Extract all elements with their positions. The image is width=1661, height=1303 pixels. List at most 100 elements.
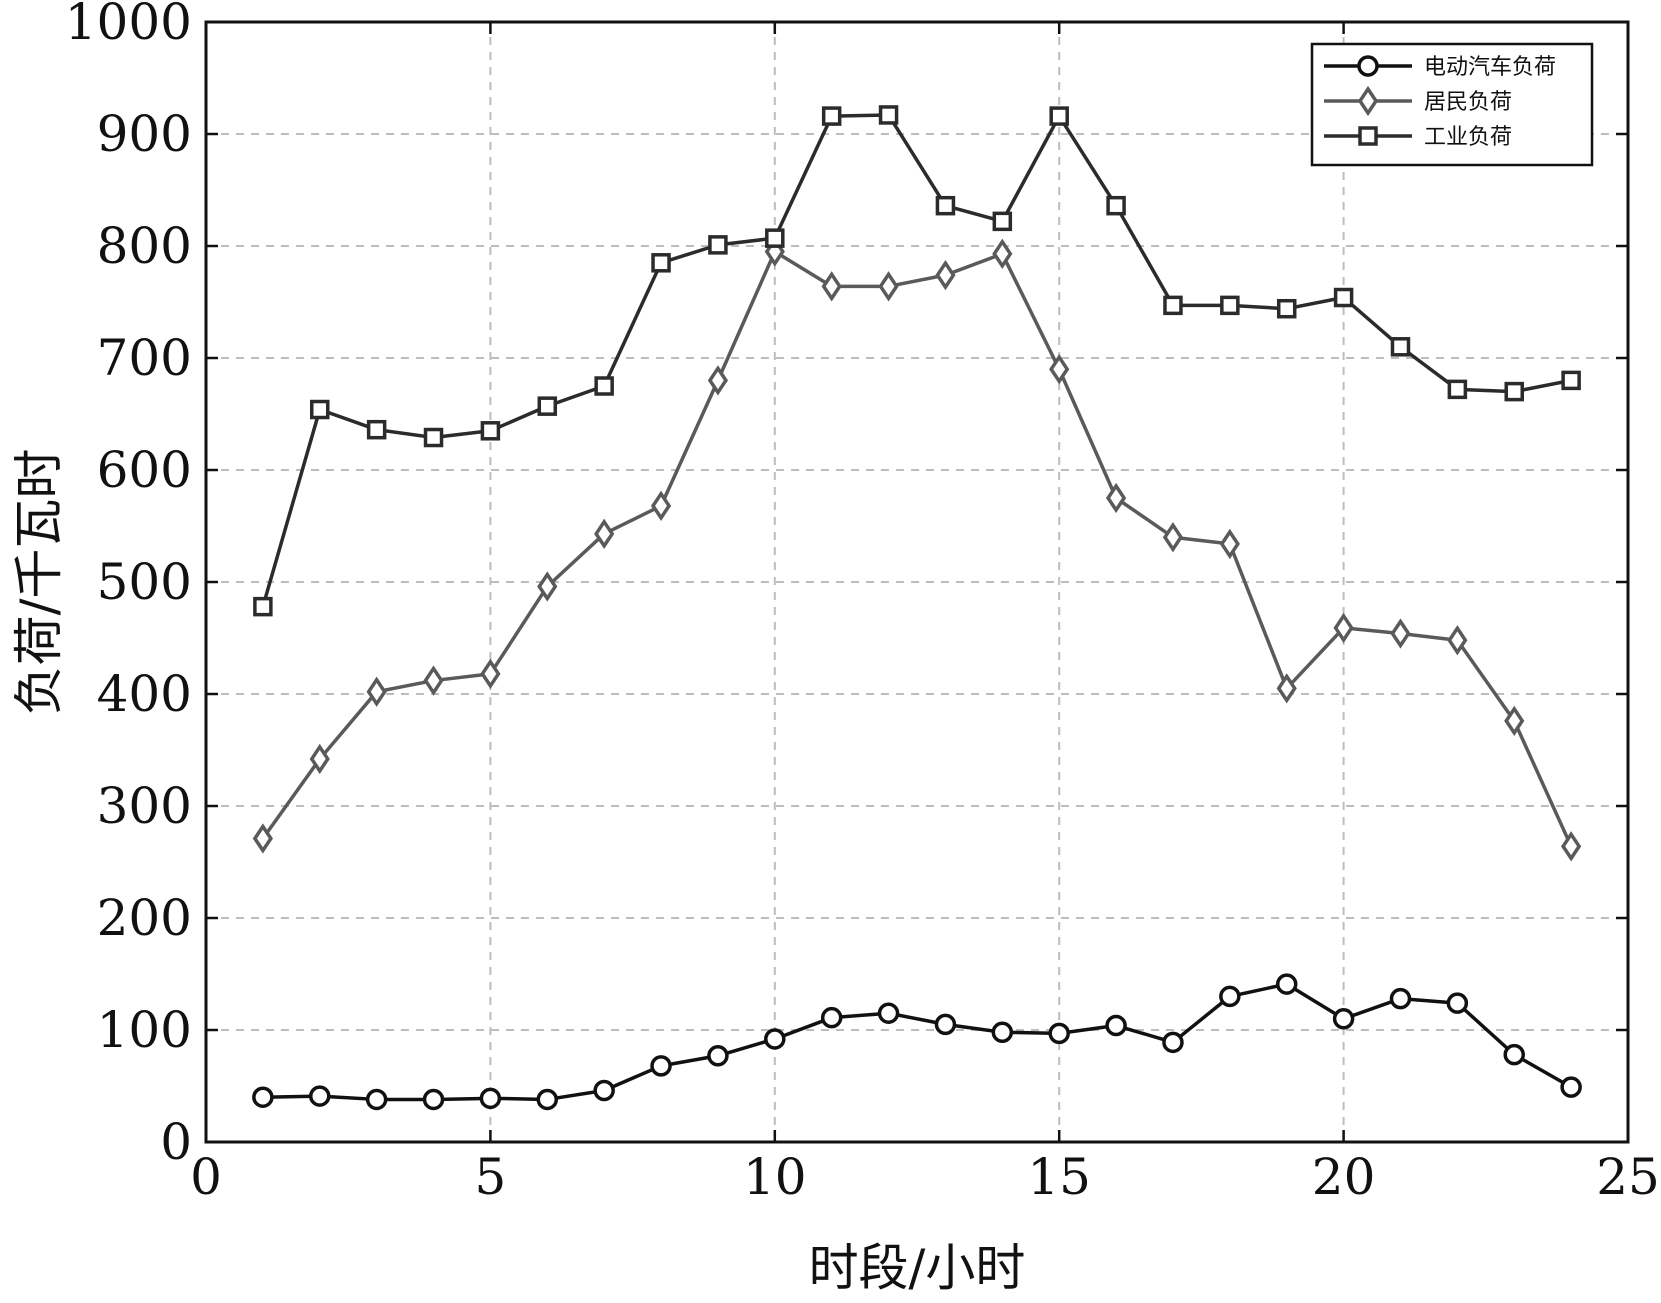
- data-point: [1390, 337, 1411, 357]
- legend-item: 电动汽车负荷: [1324, 55, 1556, 80]
- data-point: [1332, 1008, 1355, 1030]
- data-point: [537, 396, 558, 416]
- legend-label: 居民负荷: [1424, 90, 1512, 115]
- data-point: [1447, 379, 1468, 400]
- data-point: [1560, 1076, 1582, 1098]
- data-point: [878, 105, 899, 125]
- data-point: [1503, 1043, 1525, 1066]
- data-point: [1275, 973, 1298, 995]
- y-tick-label: 400: [97, 665, 192, 723]
- data-point: [708, 235, 728, 255]
- series-1: [252, 973, 1582, 1111]
- data-point: [423, 427, 444, 448]
- data-point: [1333, 287, 1354, 308]
- y-tick-label: 700: [97, 329, 192, 387]
- data-point: [935, 259, 956, 291]
- x-tick-label: 15: [1027, 1148, 1091, 1206]
- data-point: [1162, 522, 1184, 553]
- data-point: [1561, 831, 1582, 862]
- grid-lines: [206, 22, 1628, 1142]
- y-tick-label: 100: [97, 1001, 192, 1059]
- data-point: [480, 658, 501, 689]
- data-point: [1163, 295, 1183, 316]
- y-tick-label: 0: [160, 1113, 192, 1171]
- data-point: [821, 271, 842, 302]
- series-layer: [252, 105, 1582, 1111]
- y-tick-label: 500: [97, 553, 192, 611]
- data-point: [650, 1055, 672, 1077]
- data-point: [764, 1028, 786, 1050]
- data-point: [935, 195, 956, 216]
- x-tick-label: 0: [190, 1148, 222, 1206]
- data-point: [1276, 673, 1297, 704]
- legend-item: 居民负荷: [1324, 85, 1512, 117]
- data-point: [1446, 992, 1469, 1014]
- data-point: [651, 253, 671, 273]
- legend-label: 电动汽车负荷: [1424, 55, 1556, 80]
- legend-marker: [1358, 126, 1378, 146]
- data-point: [479, 1087, 502, 1110]
- y-axis-title: 负荷/千瓦时: [10, 449, 68, 716]
- data-point: [1276, 298, 1297, 319]
- data-point: [707, 1045, 729, 1067]
- data-point: [1561, 370, 1581, 391]
- data-point: [252, 1086, 274, 1108]
- x-tick-label: 20: [1312, 1148, 1376, 1206]
- series-2: [252, 236, 1582, 862]
- data-point: [537, 571, 558, 602]
- data-point: [1447, 625, 1468, 656]
- series-line: [261, 113, 1572, 608]
- data-point: [992, 238, 1013, 269]
- x-tick-label: 5: [474, 1148, 506, 1206]
- data-point: [422, 1088, 445, 1111]
- data-point: [707, 365, 729, 396]
- data-point: [365, 1088, 388, 1111]
- data-point: [878, 271, 899, 302]
- data-point: [650, 490, 672, 521]
- data-point: [1048, 1022, 1070, 1045]
- legend-item: 工业负荷: [1324, 125, 1512, 150]
- data-point: [1390, 618, 1411, 649]
- x-tick-label: 10: [743, 1148, 807, 1206]
- data-point: [1105, 1014, 1127, 1037]
- data-point: [1504, 705, 1525, 737]
- x-tick-label: 25: [1596, 1148, 1660, 1206]
- data-point: [1333, 612, 1354, 644]
- data-point: [1219, 985, 1241, 1008]
- data-point: [253, 596, 273, 617]
- data-point: [1049, 106, 1069, 126]
- y-tick-label: 900: [97, 105, 192, 163]
- data-point: [536, 1088, 559, 1111]
- data-point: [309, 743, 330, 775]
- x-axis-title: 时段/小时: [809, 1239, 1026, 1297]
- data-point: [480, 421, 501, 441]
- data-point: [310, 399, 330, 420]
- data-point: [1106, 195, 1126, 216]
- data-point: [820, 1006, 843, 1029]
- data-point: [991, 1021, 1014, 1043]
- data-point: [594, 376, 614, 396]
- data-point: [1162, 1031, 1184, 1054]
- data-point: [593, 1079, 615, 1102]
- data-point: [934, 1013, 957, 1036]
- legend-label: 工业负荷: [1424, 125, 1512, 150]
- data-point: [1220, 295, 1240, 316]
- data-point: [1219, 528, 1240, 560]
- legend-marker: [1357, 85, 1379, 117]
- data-point: [1389, 987, 1412, 1010]
- data-point: [1504, 381, 1524, 402]
- data-point: [821, 106, 842, 126]
- plot-frame: [204, 20, 1630, 1144]
- data-point: [366, 676, 387, 707]
- x-axis-ticks: 0 5 10 15 20 25: [190, 22, 1660, 1206]
- data-point: [1105, 482, 1127, 514]
- data-point: [765, 228, 785, 248]
- data-point: [877, 1002, 900, 1024]
- data-point: [309, 1085, 331, 1107]
- y-tick-label: 200: [97, 889, 192, 947]
- series-line: [262, 982, 1572, 1102]
- legend-marker: [1357, 55, 1379, 77]
- data-point: [594, 518, 615, 549]
